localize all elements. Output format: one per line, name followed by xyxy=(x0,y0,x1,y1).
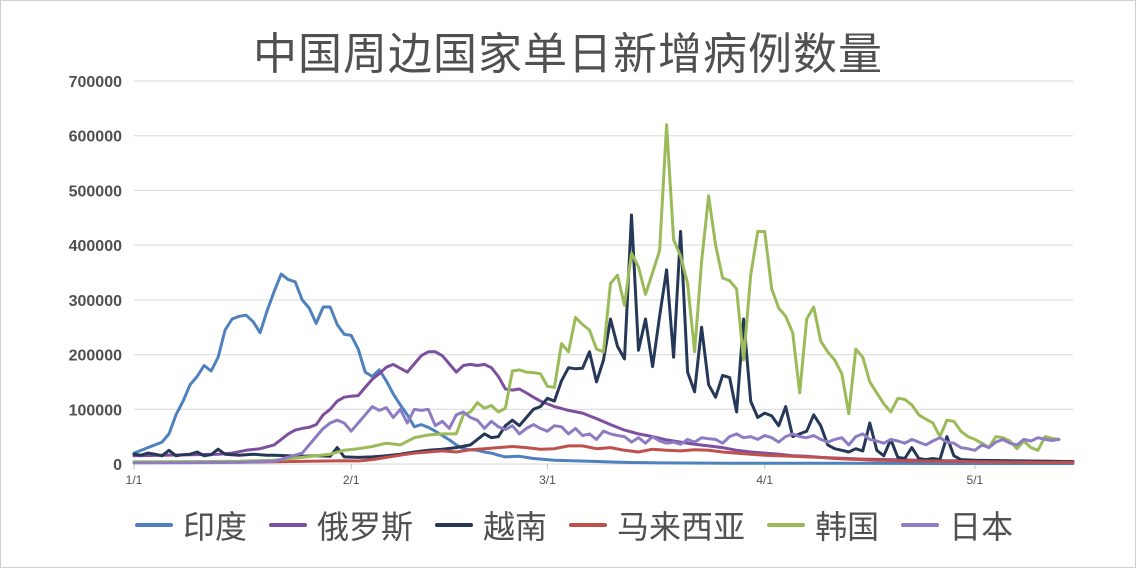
legend-item: 日本 xyxy=(901,502,1013,548)
legend-label: 俄罗斯 xyxy=(317,508,414,546)
x-tick-label: 1/1 xyxy=(126,473,143,487)
series-line-2 xyxy=(132,213,1075,464)
y-tick-label: 600000 xyxy=(69,129,122,146)
legend-swatch xyxy=(901,523,940,527)
y-tick-label: 0 xyxy=(113,457,122,474)
series-line-0 xyxy=(132,272,1075,465)
legend-label: 印度 xyxy=(183,508,248,546)
legend-swatch xyxy=(135,523,173,527)
x-tick-label: 5/1 xyxy=(967,473,984,487)
x-tick-label: 4/1 xyxy=(756,473,773,487)
x-tick-label: 3/1 xyxy=(539,473,556,487)
x-tick-label: 2/1 xyxy=(343,473,360,487)
legend-swatch xyxy=(269,523,308,527)
series-line-1 xyxy=(132,350,1075,463)
legend-item: 韩国 xyxy=(767,502,879,548)
series-line-3 xyxy=(132,444,1075,464)
legend-swatch xyxy=(767,523,806,527)
legend-label: 越南 xyxy=(483,508,548,546)
x-axis-ticks: 1/1 2/1 3/1 4/1 5/1 xyxy=(126,464,984,487)
legend: 印度 俄罗斯 越南 马来西亚 韩国 日本 xyxy=(135,503,1013,547)
legend-item: 越南 xyxy=(435,502,547,548)
legend-item: 俄罗斯 xyxy=(269,502,413,548)
chart-title: 中国周边国家单日新增病例数量 xyxy=(253,29,883,80)
series-line-5 xyxy=(132,405,1061,465)
y-tick-label: 400000 xyxy=(69,238,122,255)
y-tick-label: 500000 xyxy=(69,183,122,200)
legend-item: 马来西亚 xyxy=(569,502,745,548)
y-tick-label: 200000 xyxy=(69,348,122,365)
series-lines xyxy=(132,123,1075,465)
y-tick-label: 300000 xyxy=(69,293,122,310)
legend-swatch xyxy=(569,523,608,527)
legend-label: 日本 xyxy=(949,508,1014,546)
legend-label: 韩国 xyxy=(815,508,880,546)
legend-label: 马来西亚 xyxy=(617,508,746,546)
gridlines xyxy=(134,80,1073,465)
y-axis-ticks: 0 100000 200000 300000 400000 500000 600000 700… xyxy=(69,74,122,474)
y-tick-label: 100000 xyxy=(69,402,122,419)
y-tick-label: 700000 xyxy=(69,74,122,91)
legend-swatch xyxy=(435,523,474,527)
legend-item: 印度 xyxy=(135,502,247,548)
